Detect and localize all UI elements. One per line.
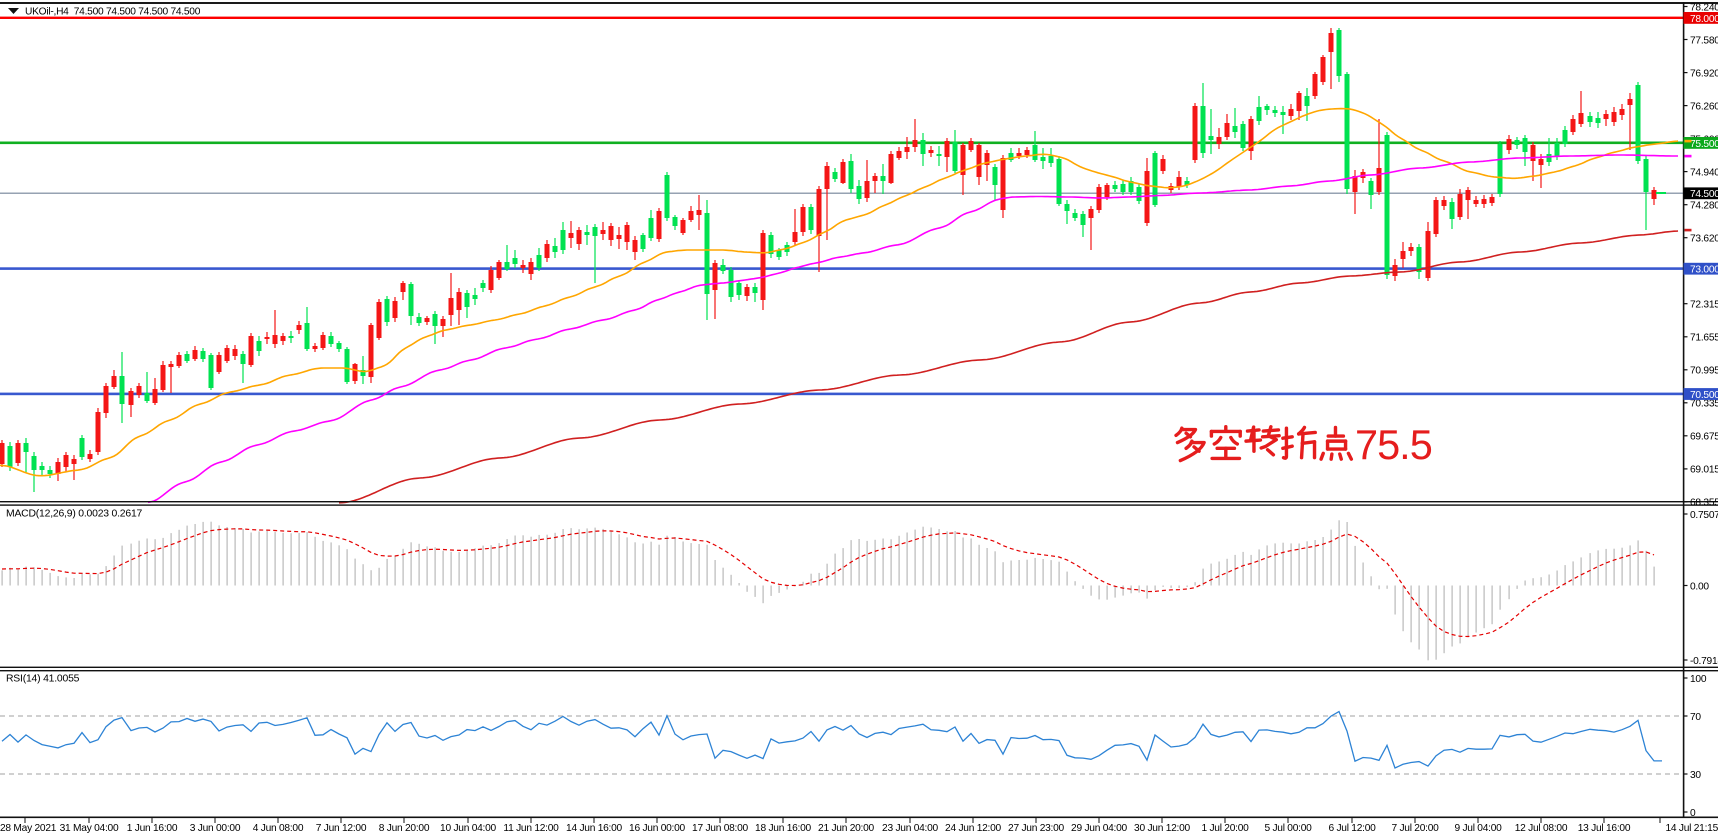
svg-text:74.940: 74.940	[1690, 167, 1718, 178]
svg-text:16 Jun 00:00: 16 Jun 00:00	[629, 823, 685, 834]
svg-text:78.240: 78.240	[1690, 2, 1718, 13]
svg-text:12 Jul 08:00: 12 Jul 08:00	[1515, 823, 1568, 834]
svg-text:70: 70	[1690, 712, 1701, 723]
svg-text:14 Jul 21:15: 14 Jul 21:15	[1665, 823, 1718, 834]
svg-text:-0.7918: -0.7918	[1690, 656, 1718, 667]
svg-text:5 Jul 00:00: 5 Jul 00:00	[1264, 823, 1312, 834]
svg-text:11 Jun 12:00: 11 Jun 12:00	[503, 823, 559, 834]
svg-text:0: 0	[1690, 808, 1696, 819]
svg-text:1 Jul 20:00: 1 Jul 20:00	[1201, 823, 1249, 834]
svg-text:8 Jun 20:00: 8 Jun 20:00	[379, 823, 430, 834]
svg-text:74.280: 74.280	[1690, 201, 1718, 212]
svg-text:28 May 2021: 28 May 2021	[0, 823, 57, 834]
svg-text:3 Jun 00:00: 3 Jun 00:00	[190, 823, 241, 834]
svg-text:72.315: 72.315	[1690, 300, 1718, 311]
svg-text:30: 30	[1690, 770, 1701, 781]
svg-text:77.580: 77.580	[1690, 35, 1718, 46]
svg-text:69.675: 69.675	[1690, 432, 1718, 443]
svg-text:100: 100	[1690, 674, 1707, 685]
svg-text:71.655: 71.655	[1690, 333, 1718, 344]
svg-text:73.000: 73.000	[1690, 265, 1718, 276]
svg-text:70.335: 70.335	[1690, 399, 1718, 410]
svg-text:76.920: 76.920	[1690, 68, 1718, 79]
svg-text:RSI(14) 41.0055: RSI(14) 41.0055	[6, 674, 80, 685]
svg-text:24 Jun 12:00: 24 Jun 12:00	[945, 823, 1001, 834]
svg-text:68.355: 68.355	[1690, 498, 1718, 509]
svg-text:17 Jun 08:00: 17 Jun 08:00	[692, 823, 748, 834]
svg-text:30 Jun 12:00: 30 Jun 12:00	[1134, 823, 1190, 834]
svg-text:27 Jun 23:00: 27 Jun 23:00	[1008, 823, 1064, 834]
svg-text:6 Jul 12:00: 6 Jul 12:00	[1328, 823, 1376, 834]
svg-text:0.7507: 0.7507	[1690, 510, 1718, 521]
svg-text:31 May 04:00: 31 May 04:00	[60, 823, 119, 834]
svg-text:70.995: 70.995	[1690, 366, 1718, 377]
svg-text:73.620: 73.620	[1690, 234, 1718, 245]
svg-text:UKOil-,H4 74.500 74.500 74.50: UKOil-,H4 74.500 74.500 74.500 74.500	[25, 7, 201, 18]
svg-text:0.00: 0.00	[1690, 581, 1709, 592]
svg-text:75.500: 75.500	[1690, 139, 1718, 150]
svg-text:7 Jul 20:00: 7 Jul 20:00	[1391, 823, 1439, 834]
svg-text:69.015: 69.015	[1690, 465, 1718, 476]
svg-text:13 Jul 16:00: 13 Jul 16:00	[1578, 823, 1631, 834]
svg-text:70.500: 70.500	[1690, 390, 1718, 401]
svg-text:10 Jun 04:00: 10 Jun 04:00	[440, 823, 496, 834]
svg-text:75.5: 75.5	[1355, 421, 1432, 468]
svg-text:1 Jun 16:00: 1 Jun 16:00	[127, 823, 178, 834]
svg-text:74.500: 74.500	[1690, 189, 1718, 200]
svg-text:4 Jun 08:00: 4 Jun 08:00	[253, 823, 304, 834]
svg-text:9 Jul 04:00: 9 Jul 04:00	[1454, 823, 1502, 834]
svg-text:76.260: 76.260	[1690, 101, 1718, 112]
svg-text:18 Jun 16:00: 18 Jun 16:00	[755, 823, 811, 834]
svg-text:78.000: 78.000	[1690, 14, 1718, 25]
svg-text:23 Jun 04:00: 23 Jun 04:00	[882, 823, 938, 834]
svg-text:14 Jun 16:00: 14 Jun 16:00	[566, 823, 622, 834]
svg-text:21 Jun 20:00: 21 Jun 20:00	[818, 823, 874, 834]
svg-text:29 Jun 04:00: 29 Jun 04:00	[1071, 823, 1127, 834]
svg-text:7 Jun 12:00: 7 Jun 12:00	[316, 823, 367, 834]
svg-text:MACD(12,26,9) 0.0023 0.2617: MACD(12,26,9) 0.0023 0.2617	[6, 509, 143, 520]
